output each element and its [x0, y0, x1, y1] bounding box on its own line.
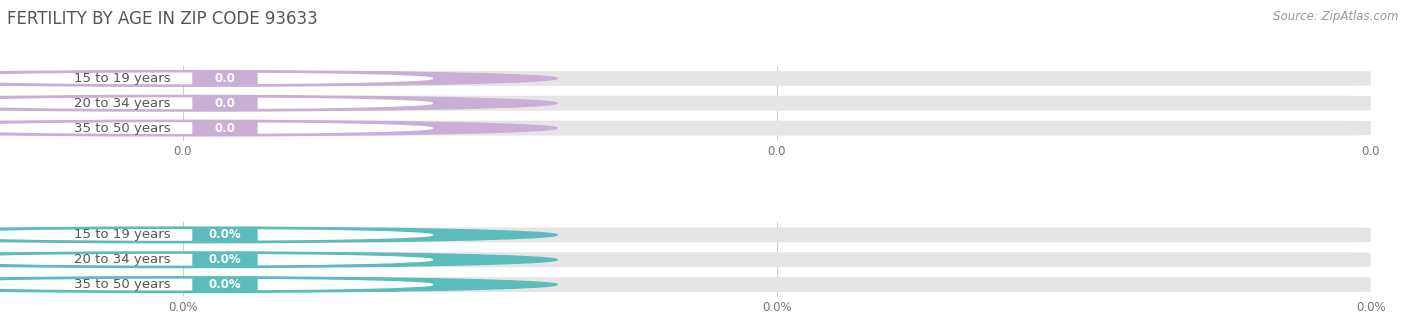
FancyBboxPatch shape: [193, 96, 257, 111]
Circle shape: [0, 277, 557, 292]
Text: 0.0%: 0.0%: [208, 228, 242, 242]
Circle shape: [0, 73, 432, 83]
Text: 0.0%: 0.0%: [208, 278, 242, 291]
FancyBboxPatch shape: [183, 96, 1371, 111]
FancyBboxPatch shape: [183, 252, 1371, 267]
FancyBboxPatch shape: [183, 227, 1371, 242]
FancyBboxPatch shape: [193, 71, 257, 86]
Text: 20 to 34 years: 20 to 34 years: [75, 97, 172, 110]
FancyBboxPatch shape: [193, 277, 257, 292]
FancyBboxPatch shape: [193, 252, 257, 267]
Text: 35 to 50 years: 35 to 50 years: [75, 121, 172, 135]
Circle shape: [0, 280, 432, 290]
Circle shape: [0, 120, 557, 136]
Text: 15 to 19 years: 15 to 19 years: [75, 228, 172, 242]
Circle shape: [0, 227, 557, 243]
Circle shape: [0, 254, 432, 265]
Circle shape: [0, 123, 432, 133]
Circle shape: [0, 95, 557, 111]
Circle shape: [0, 98, 432, 109]
Text: 0.0%: 0.0%: [208, 253, 242, 266]
Text: 35 to 50 years: 35 to 50 years: [75, 278, 172, 291]
Text: 0.0: 0.0: [215, 97, 235, 110]
FancyBboxPatch shape: [193, 227, 257, 242]
FancyBboxPatch shape: [183, 277, 1371, 292]
Text: Source: ZipAtlas.com: Source: ZipAtlas.com: [1274, 10, 1399, 23]
Text: 0.0: 0.0: [215, 72, 235, 85]
Circle shape: [0, 252, 557, 268]
Text: 15 to 19 years: 15 to 19 years: [75, 72, 172, 85]
FancyBboxPatch shape: [183, 121, 1371, 136]
Text: 20 to 34 years: 20 to 34 years: [75, 253, 172, 266]
Circle shape: [0, 71, 557, 86]
Circle shape: [0, 230, 432, 240]
FancyBboxPatch shape: [183, 71, 1371, 86]
Text: 0.0: 0.0: [215, 121, 235, 135]
FancyBboxPatch shape: [193, 121, 257, 136]
Text: FERTILITY BY AGE IN ZIP CODE 93633: FERTILITY BY AGE IN ZIP CODE 93633: [7, 10, 318, 28]
